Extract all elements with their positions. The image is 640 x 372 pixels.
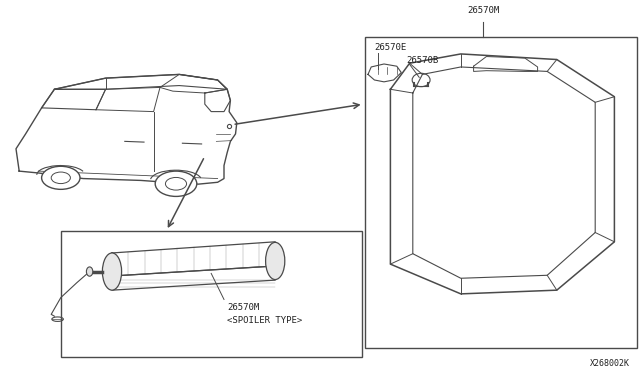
Ellipse shape xyxy=(102,253,122,290)
Ellipse shape xyxy=(155,171,197,196)
Ellipse shape xyxy=(42,166,80,189)
Bar xyxy=(365,37,637,348)
Text: 26570E: 26570E xyxy=(374,43,406,52)
Text: X268002K: X268002K xyxy=(590,359,630,368)
Text: 26570B: 26570B xyxy=(406,56,438,65)
Ellipse shape xyxy=(86,267,93,276)
Text: 26570M: 26570M xyxy=(467,6,499,15)
Text: 26570M
<SPOILER TYPE>: 26570M <SPOILER TYPE> xyxy=(227,303,303,325)
Bar xyxy=(61,231,362,357)
Ellipse shape xyxy=(266,243,285,280)
